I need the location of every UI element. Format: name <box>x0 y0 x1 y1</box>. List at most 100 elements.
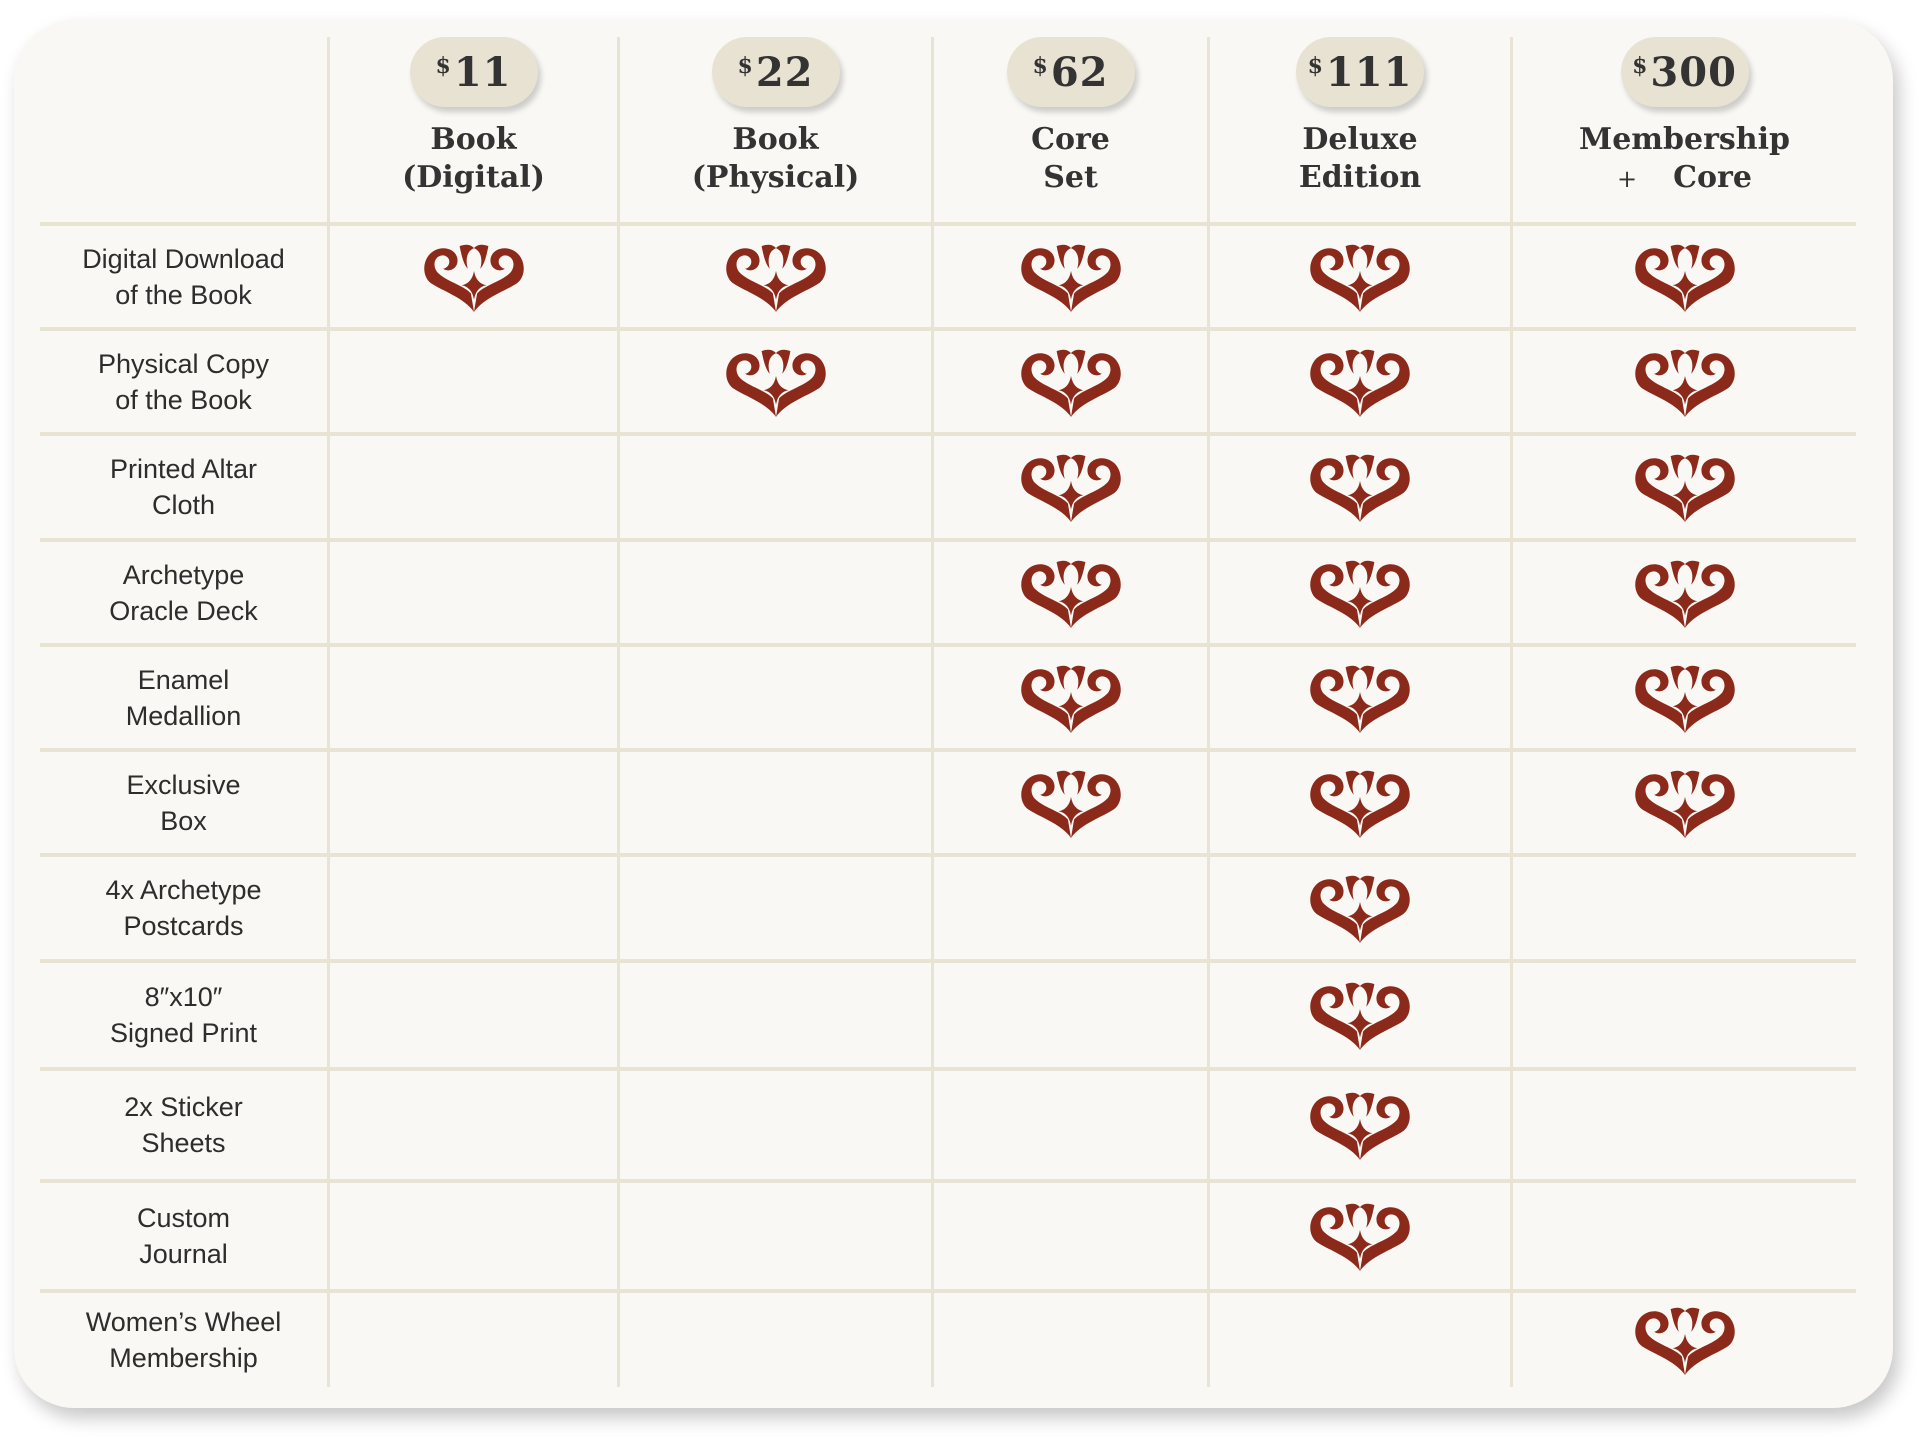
feature-cell <box>327 1067 617 1179</box>
feature-label-cell: Archetype Oracle Deck <box>40 538 327 643</box>
feature-label-cell: Physical Copy of the Book <box>40 327 327 432</box>
tier-title-word: Core <box>1673 160 1752 195</box>
feature-cell <box>1510 327 1856 432</box>
feature-cell <box>1510 432 1856 538</box>
tier-header: $22 Book (Physical) <box>617 37 931 222</box>
tier-title: Membership + Core <box>1579 121 1790 198</box>
feature-cell <box>1207 222 1510 327</box>
ornamental-heart-star-icon <box>1304 240 1416 314</box>
feature-label: Custom Journal <box>136 1203 231 1269</box>
ornamental-heart-star-icon <box>1015 450 1127 524</box>
feature-cell <box>617 222 931 327</box>
feature-cell <box>1207 853 1510 959</box>
feature-label-cell: Digital Download of the Book <box>40 222 327 327</box>
price-amount: 62 <box>1050 48 1109 96</box>
feature-cell <box>617 1067 931 1179</box>
price-badge: $62 <box>1006 37 1135 107</box>
ornamental-heart-star-icon <box>1015 766 1127 840</box>
feature-cell <box>327 748 617 853</box>
tier-comparison-table: $11 Book (Digital) $22 Book (Physical) $62 Co… <box>40 37 1856 1387</box>
feature-cell <box>1207 327 1510 432</box>
header-corner <box>40 37 327 222</box>
ornamental-heart-star-icon <box>1015 240 1127 314</box>
feature-cell <box>1207 432 1510 538</box>
feature-cell <box>1207 1289 1510 1387</box>
feature-cell <box>1510 748 1856 853</box>
feature-label-cell: Custom Journal <box>40 1179 327 1289</box>
feature-cell <box>1510 222 1856 327</box>
ornamental-heart-star-icon <box>1015 345 1127 419</box>
feature-cell <box>1510 643 1856 748</box>
feature-label: Digital Download of the Book <box>82 243 285 310</box>
feature-cell <box>1207 538 1510 643</box>
feature-label: Women’s Wheel Membership <box>85 1307 282 1373</box>
ornamental-heart-star-icon <box>1629 1303 1741 1377</box>
ornamental-heart-star-icon <box>1015 661 1127 735</box>
currency-symbol: $ <box>737 53 754 79</box>
feature-cell <box>931 538 1207 643</box>
ornamental-heart-star-icon <box>1015 556 1127 630</box>
feature-cell <box>327 538 617 643</box>
price-badge: $300 <box>1620 37 1749 107</box>
feature-cell <box>617 1289 931 1387</box>
currency-symbol: $ <box>1307 53 1324 79</box>
ornamental-heart-star-icon <box>1629 766 1741 840</box>
feature-cell <box>617 643 931 748</box>
currency-symbol: $ <box>435 53 452 79</box>
tier-header: $111 Deluxe Edition <box>1207 37 1510 222</box>
feature-cell <box>931 853 1207 959</box>
tier-title-line: Membership <box>1579 122 1790 157</box>
ornamental-heart-star-icon <box>1629 450 1741 524</box>
feature-cell <box>327 222 617 327</box>
ornamental-heart-star-icon <box>1304 1088 1416 1162</box>
feature-cell <box>617 959 931 1067</box>
feature-cell <box>1510 959 1856 1067</box>
feature-cell <box>1510 538 1856 643</box>
ornamental-heart-star-icon <box>1629 345 1741 419</box>
ornamental-heart-star-icon <box>1304 450 1416 524</box>
ornamental-heart-star-icon <box>1304 978 1416 1052</box>
price-badge: $111 <box>1296 37 1424 107</box>
ornamental-heart-star-icon <box>1304 1199 1416 1273</box>
feature-cell <box>931 748 1207 853</box>
feature-cell <box>327 643 617 748</box>
tier-title: Book (Digital) <box>402 122 545 195</box>
feature-label-cell: Exclusive Box <box>40 748 327 853</box>
ornamental-heart-star-icon <box>1304 871 1416 945</box>
feature-cell <box>327 959 617 1067</box>
ornamental-heart-star-icon <box>720 345 832 419</box>
feature-cell <box>1510 1179 1856 1289</box>
currency-symbol: $ <box>1632 53 1649 79</box>
feature-label: Archetype Oracle Deck <box>109 559 258 626</box>
feature-label: Enamel Medallion <box>125 664 242 731</box>
feature-label: 2x Sticker Sheets <box>124 1092 243 1158</box>
ornamental-heart-star-icon <box>720 240 832 314</box>
feature-cell <box>327 432 617 538</box>
ornamental-heart-star-icon <box>1629 661 1741 735</box>
ornamental-heart-star-icon <box>418 240 530 314</box>
feature-cell <box>1207 959 1510 1067</box>
feature-cell <box>931 327 1207 432</box>
feature-label: 8″x10″ Signed Print <box>109 982 258 1048</box>
feature-cell <box>1207 1067 1510 1179</box>
tier-title-line: + Core <box>1579 159 1790 198</box>
price-badge: $11 <box>409 37 538 107</box>
ornamental-heart-star-icon <box>1304 345 1416 419</box>
feature-cell <box>1207 748 1510 853</box>
tier-header: $11 Book (Digital) <box>327 37 617 222</box>
feature-label-cell: 8″x10″ Signed Print <box>40 959 327 1067</box>
currency-symbol: $ <box>1032 53 1049 79</box>
feature-cell <box>327 853 617 959</box>
feature-cell <box>931 959 1207 1067</box>
price-amount: 111 <box>1325 48 1413 96</box>
feature-cell <box>327 327 617 432</box>
feature-cell <box>327 1289 617 1387</box>
feature-cell <box>327 1179 617 1289</box>
feature-label: Physical Copy of the Book <box>97 348 270 415</box>
tier-title: Deluxe Edition <box>1298 122 1422 195</box>
feature-cell <box>617 748 931 853</box>
feature-cell <box>1207 1179 1510 1289</box>
feature-cell <box>931 432 1207 538</box>
ornamental-heart-star-icon <box>1304 766 1416 840</box>
feature-cell <box>1510 1289 1856 1387</box>
